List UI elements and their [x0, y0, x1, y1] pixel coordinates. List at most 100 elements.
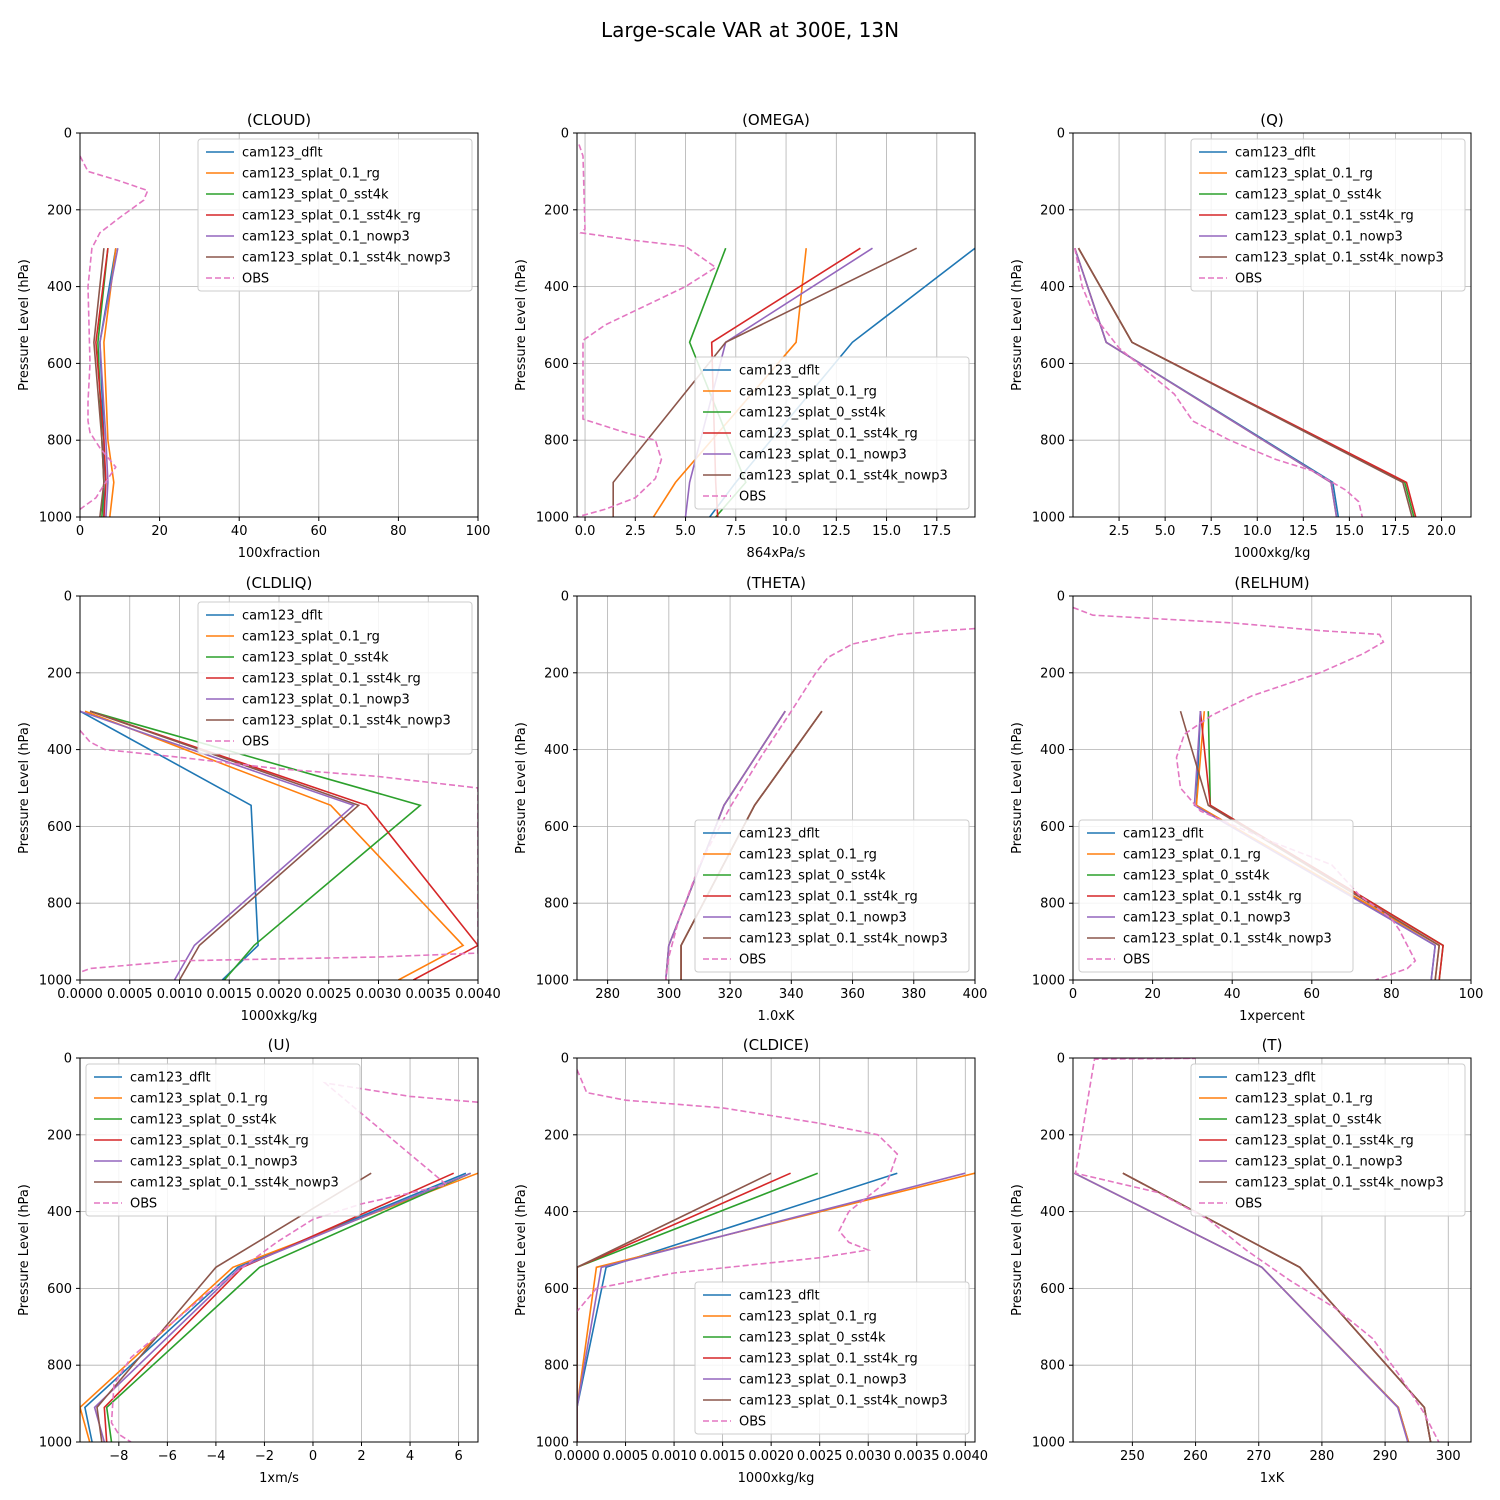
x-tick-label: 320	[718, 987, 743, 1002]
series-line-OBS	[80, 729, 478, 974]
legend: cam123_dflt cam123_splat_0.1_rg cam123_spl…	[1190, 138, 1466, 292]
x-tick-label: 280	[1309, 1449, 1334, 1464]
y-tick-label: 200	[544, 1128, 569, 1143]
legend-label: cam123_dflt	[130, 1071, 211, 1086]
legend-box	[694, 819, 970, 973]
y-axis-label: Pressure Level (hPa)	[1010, 259, 1025, 391]
legend-label: cam123_splat_0.1_rg	[242, 630, 380, 645]
y-tick-label: 600	[1040, 357, 1065, 372]
legend-label: OBS	[1235, 272, 1262, 287]
y-tick-label: 200	[1040, 203, 1065, 218]
x-tick-label: 0.0015	[207, 987, 253, 1002]
series-line-cam123_splat_0.1_sst4k_nowp3	[612, 247, 918, 517]
y-tick-label: 200	[1040, 666, 1065, 681]
y-tick-label: 400	[1040, 280, 1065, 295]
y-axis-label: Pressure Level (hPa)	[17, 1184, 32, 1316]
x-tick-label: 0.0035	[894, 1449, 940, 1464]
x-tick-label: 100	[466, 524, 491, 539]
series-line-OBS	[80, 155, 149, 510]
x-tick-label: 250	[1120, 1449, 1145, 1464]
y-tick-label: 0	[64, 590, 72, 605]
legend-label: cam123_splat_0.1_nowp3	[739, 911, 907, 926]
y-axis-label: Pressure Level (hPa)	[1010, 722, 1025, 854]
series-line-cam123_splat_0_sst4k	[89, 710, 422, 980]
y-tick-label: 800	[1040, 434, 1065, 449]
legend-box	[694, 1281, 970, 1435]
legend-label: cam123_splat_0.1_sst4k_rg	[242, 672, 421, 687]
x-tick-label: 60	[1304, 987, 1321, 1002]
x-tick-label: 0.0010	[157, 987, 203, 1002]
x-axis-label: 100xfraction	[238, 546, 320, 561]
panel-title: (CLOUD)	[247, 111, 311, 129]
legend-label: cam123_splat_0.1_sst4k_rg	[739, 890, 918, 905]
legend-label: cam123_splat_0.1_nowp3	[242, 693, 410, 708]
legend-label: cam123_dflt	[739, 364, 820, 379]
series-line-OBS	[665, 627, 975, 980]
y-tick-label: 400	[1040, 743, 1065, 758]
x-tick-label: 0.0040	[943, 1449, 989, 1464]
legend-label: cam123_splat_0.1_nowp3	[739, 448, 907, 463]
x-tick-label: 0.0040	[455, 987, 501, 1002]
y-tick-label: 800	[544, 434, 569, 449]
y-tick-label: 800	[47, 897, 72, 912]
y-tick-label: 1000	[536, 974, 569, 989]
y-tick-label: 1000	[536, 1436, 569, 1451]
x-tick-label: 300	[656, 987, 681, 1002]
x-tick-label: 270	[1246, 1449, 1271, 1464]
x-tick-label: 290	[1373, 1449, 1398, 1464]
y-tick-label: 200	[544, 666, 569, 681]
series-line-cam123_dflt	[577, 1172, 898, 1442]
series-line-cam123_splat_0.1_nowp3	[577, 1172, 966, 1442]
legend-label: cam123_splat_0_sst4k	[242, 651, 389, 666]
series-line-cam123_splat_0.1_sst4k_rg	[89, 710, 478, 980]
legend-label: OBS	[1235, 1197, 1262, 1212]
y-tick-label: 400	[544, 743, 569, 758]
legend-label: cam123_splat_0.1_sst4k_nowp3	[739, 469, 948, 484]
x-tick-label: 0.0025	[797, 1449, 843, 1464]
legend-label: cam123_splat_0.1_rg	[242, 167, 380, 182]
y-tick-label: 800	[544, 897, 569, 912]
x-tick-label: 20	[151, 524, 168, 539]
axes-frame	[576, 595, 976, 981]
legend-label: cam123_splat_0.1_rg	[739, 848, 877, 863]
x-tick-label: 0.0005	[107, 987, 153, 1002]
panel-4: 280 300 320 340 360 380 400 0 200 400 600 800 1000 (T…	[514, 574, 987, 1024]
x-tick-label: 2.5	[1109, 524, 1130, 539]
x-tick-label: 5.0	[675, 524, 696, 539]
y-tick-label: 1000	[39, 1436, 72, 1451]
legend-box	[694, 356, 970, 510]
legend-label: cam123_splat_0_sst4k	[1235, 188, 1382, 203]
legend: cam123_dflt cam123_splat_0.1_rg cam123_spl…	[197, 601, 473, 755]
legend-label: cam123_splat_0.1_nowp3	[242, 230, 410, 245]
legend-label: cam123_splat_0.1_sst4k_nowp3	[1235, 251, 1444, 266]
legend-box	[85, 1063, 361, 1217]
axes-frame	[1072, 595, 1472, 981]
x-tick-label: 0	[1069, 987, 1077, 1002]
series-line-cam123_splat_0.1_rg	[103, 248, 117, 517]
legend: cam123_dflt cam123_splat_0.1_rg cam123_spl…	[694, 819, 970, 973]
x-tick-label: 15.0	[1335, 524, 1364, 539]
axes-frame	[1072, 132, 1472, 518]
panel-2: 2.5 5.0 7.5 10.0 12.5 15.0 17.5 20.0 0 200 400 600 8…	[1010, 111, 1472, 561]
y-tick-label: 200	[47, 1128, 72, 1143]
legend-label: cam123_splat_0.1_sst4k_rg	[739, 1352, 918, 1367]
legend-label: OBS	[739, 953, 766, 968]
legend-label: OBS	[130, 1197, 157, 1212]
y-tick-label: 400	[47, 280, 72, 295]
x-tick-label: 0.0025	[306, 987, 352, 1002]
legend-label: cam123_dflt	[1235, 1071, 1316, 1086]
legend-label: cam123_splat_0.1_rg	[130, 1092, 268, 1107]
panel-title: (T)	[1262, 1036, 1283, 1054]
x-tick-label: 0.0035	[406, 987, 452, 1002]
series-group	[1073, 1058, 1440, 1442]
series-line-cam123_splat_0.1_nowp3	[80, 710, 356, 980]
x-tick-label: 0.0030	[356, 987, 402, 1002]
legend-label: cam123_dflt	[242, 146, 323, 161]
axes-frame	[576, 1057, 976, 1443]
series-line-cam123_splat_0.1_sst4k_nowp3	[96, 1172, 372, 1442]
legend-label: cam123_splat_0.1_rg	[739, 1310, 877, 1325]
axes-frame	[1072, 1057, 1472, 1443]
x-axis-label: 1000xkg/kg	[1234, 546, 1311, 561]
panel-0: 0 20 40 60 80 10002004006008001000(CLOUD)100x…	[17, 111, 490, 561]
